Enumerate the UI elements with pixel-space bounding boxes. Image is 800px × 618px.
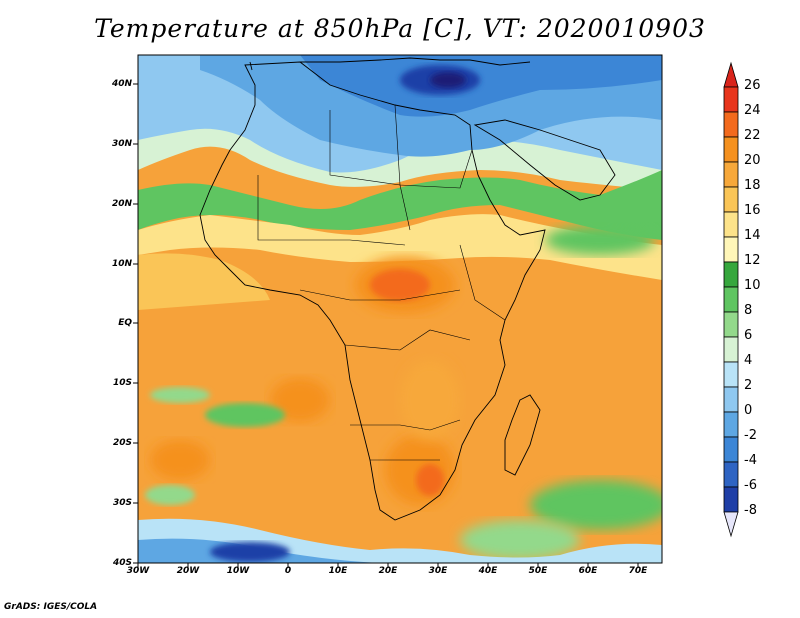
colorbar-swatch (723, 261, 739, 288)
colorbar-swatch (723, 361, 739, 388)
temperature-field (138, 55, 662, 563)
colorbar-swatch (723, 436, 739, 463)
colorbar-label: 16 (744, 203, 761, 218)
lon-label: 40E (478, 566, 498, 576)
colorbar-label: 0 (744, 403, 753, 418)
colorbar-swatch (723, 311, 739, 338)
lon-label: 20E (378, 566, 398, 576)
lon-label: 0 (284, 566, 292, 576)
colorbar-label: 22 (744, 128, 761, 143)
colorbar-swatch (723, 336, 739, 363)
colorbar-label: 18 (744, 178, 761, 193)
colorbar-swatch (723, 111, 739, 138)
colorbar-label: -2 (744, 428, 757, 443)
axis-ticks (133, 83, 639, 568)
colorbar-label: 26 (744, 78, 761, 93)
lon-label: 60E (578, 566, 598, 576)
colorbar-bottom-arrow (723, 511, 739, 538)
credit-text: GrADS: IGES/COLA (4, 602, 98, 612)
colorbar-swatch (723, 186, 739, 213)
colorbar-swatch (723, 86, 739, 113)
colorbar-swatch (723, 161, 739, 188)
lon-label: 50E (528, 566, 548, 576)
colorbar-swatch (723, 211, 739, 238)
colorbar-swatch (723, 286, 739, 313)
colorbar-swatch (723, 461, 739, 488)
lat-label: 30S (112, 498, 132, 508)
country-borders (257, 104, 506, 461)
colorbar-swatch (723, 386, 739, 413)
colorbar-label: 6 (744, 328, 753, 343)
colorbar-swatch (723, 411, 739, 438)
map-title: Temperature at 850hPa [C], VT: 202001090… (94, 14, 706, 43)
lat-label: 20S (112, 438, 132, 448)
lon-label: 30E (428, 566, 448, 576)
lat-label: 40N (111, 79, 132, 89)
lon-label: 30W (126, 566, 150, 576)
lon-label: 10W (226, 566, 250, 576)
colorbar-label: 14 (744, 228, 761, 243)
colorbar-label: 8 (744, 303, 753, 318)
colorbar-swatch (723, 136, 739, 163)
lon-label: 10E (328, 566, 348, 576)
lon-label: 20W (176, 566, 200, 576)
colorbar-swatch (723, 486, 739, 513)
lat-label: 40S (112, 558, 132, 568)
lat-label: 30N (111, 139, 132, 149)
lat-label: EQ (118, 318, 132, 328)
colorbar-top-arrow (723, 61, 739, 88)
colorbar-label: -4 (744, 453, 757, 468)
colorbar-label: 4 (744, 353, 753, 368)
colorbar-label: 2 (744, 378, 753, 393)
colorbar-label: 20 (744, 153, 761, 168)
colorbar-swatch (723, 236, 739, 263)
colorbar-label: -6 (744, 478, 757, 493)
colorbar-label: 10 (744, 278, 761, 293)
colorbar (723, 61, 739, 538)
colorbar-label: 12 (744, 253, 761, 268)
colorbar-label: -8 (744, 503, 757, 518)
lat-label: 20N (111, 199, 132, 209)
map-frame (137, 54, 663, 564)
colorbar-label: 24 (744, 103, 761, 118)
lat-label: 10N (111, 259, 132, 269)
lon-label: 70E (628, 566, 648, 576)
lat-label: 10S (112, 378, 132, 388)
